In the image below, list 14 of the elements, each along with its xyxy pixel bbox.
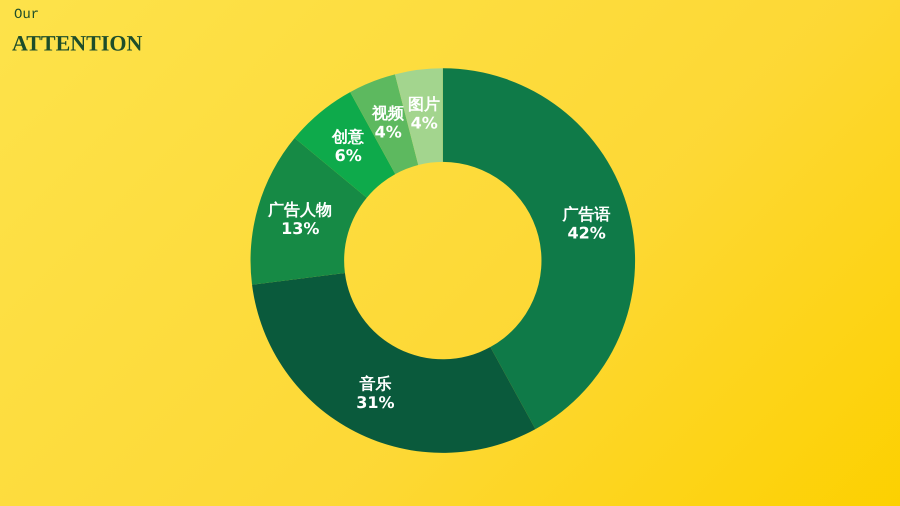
slice-label: 音乐 <box>358 374 392 393</box>
data-label: 4% <box>410 113 438 132</box>
slice-label: 创意 <box>331 127 366 146</box>
slice-label: 视频 <box>371 104 406 123</box>
data-label: 31% <box>356 392 395 412</box>
data-label: 13% <box>281 219 320 238</box>
chart-title: ATTENTION <box>12 30 143 56</box>
data-label: 42% <box>567 224 606 243</box>
text: Our <box>14 7 40 23</box>
slice-label: 图片 <box>408 94 440 114</box>
slice-label: 广告人物 <box>267 200 332 220</box>
slice-label: 广告语 <box>562 204 611 224</box>
data-label: 6% <box>334 146 362 166</box>
data-label: 4% <box>374 122 402 142</box>
